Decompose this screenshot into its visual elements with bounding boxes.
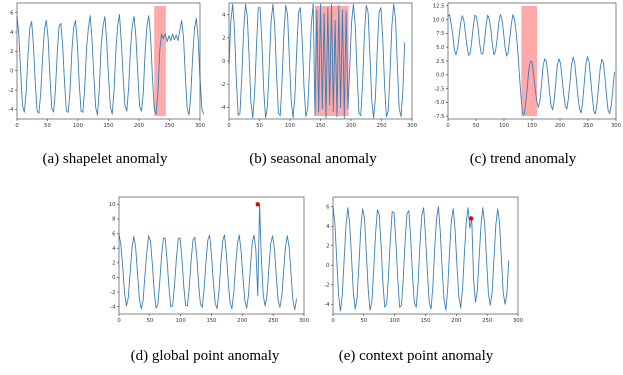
y-tick-label: 2 [112, 261, 115, 267]
x-tick-label: 300 [299, 318, 310, 324]
x-tick-label: 200 [346, 123, 357, 129]
x-tick-label: 150 [206, 318, 217, 324]
x-tick-label: 50 [44, 123, 51, 129]
y-tick-label: -2.5 [434, 86, 444, 92]
y-tick-label: 4 [222, 12, 226, 18]
caption-e: (e) context point anomaly [339, 348, 494, 364]
x-tick-label: 50 [146, 318, 153, 324]
y-tick-label: -2 [220, 82, 225, 88]
y-tick-label: -4 [110, 304, 116, 310]
y-tick-label: 0 [10, 68, 14, 74]
x-tick-label: 100 [73, 123, 84, 129]
y-tick-label: 0.0 [436, 73, 445, 79]
series-line [447, 14, 615, 116]
y-tick-label: 2.5 [436, 59, 444, 65]
y-tick-label: -4 [220, 105, 226, 111]
x-tick-label: 0 [227, 123, 231, 129]
anomaly-point [255, 202, 260, 207]
x-tick-label: 0 [15, 123, 19, 129]
y-tick-label: 8 [112, 217, 116, 223]
y-tick-label: 0 [112, 275, 116, 281]
y-tick-label: 7.5 [436, 31, 444, 37]
y-tick-label: 12.5 [433, 4, 445, 10]
y-tick-label: 4 [326, 224, 330, 230]
x-tick-label: 0 [117, 318, 121, 324]
y-tick-label: 6 [10, 10, 14, 16]
y-tick-label: 0 [222, 59, 226, 65]
panel-seasonal-anomaly: 0 50 100 150 200 250 300 -4 -2 0 2 4 [220, 2, 418, 129]
series-line [228, 3, 406, 119]
x-tick-label: 300 [407, 123, 418, 129]
x-tick-label: 0 [446, 123, 450, 129]
y-tick-label: 2 [326, 244, 329, 250]
y-tick-label: 0 [326, 263, 330, 269]
x-tick-label: 150 [103, 123, 114, 129]
caption-c: (c) trend anomaly [470, 151, 577, 167]
x-tick-label: 250 [583, 123, 594, 129]
series-line [16, 14, 205, 116]
caption-a: (a) shapelet anomaly [43, 151, 168, 167]
caption-b: (b) seasonal anomaly [249, 151, 377, 167]
x-tick-label: 100 [499, 123, 510, 129]
x-tick-label: 100 [285, 123, 296, 129]
axes-frame [16, 2, 201, 120]
y-tick-label: 6 [326, 205, 330, 211]
x-tick-label: 300 [195, 123, 206, 129]
y-tick-label: 6 [112, 231, 116, 237]
y-tick-label: -4 [8, 107, 14, 113]
y-tick-label: -2 [8, 88, 13, 94]
x-tick-label: 50 [256, 123, 263, 129]
x-tick-label: 100 [176, 318, 187, 324]
x-tick-label: 200 [555, 123, 566, 129]
anomaly-region [521, 6, 538, 116]
y-tick-label: -2 [324, 283, 329, 289]
panel-context-point-anomaly: 0 50 100 150 200 250 300 -4 -2 0 2 4 6 [324, 196, 524, 324]
x-tick-label: 300 [611, 123, 622, 129]
y-tick-label: -7.5 [434, 114, 444, 120]
x-tick-label: 150 [420, 318, 431, 324]
panel-shapelet-anomaly: 0 50 100 150 200 250 300 -4 -2 0 2 4 6 [8, 2, 206, 129]
x-tick-label: 250 [268, 318, 279, 324]
y-tick-label: -5.0 [434, 100, 445, 106]
y-tick-label: 2 [222, 36, 225, 42]
x-tick-label: 300 [513, 318, 524, 324]
axes-frame [332, 196, 519, 315]
series-line [118, 203, 298, 311]
series-line [332, 206, 510, 312]
y-tick-label: 4 [10, 30, 14, 36]
y-tick-label: -2 [110, 290, 115, 296]
x-tick-label: 200 [451, 318, 462, 324]
y-tick-label: 4 [112, 246, 116, 252]
panel-trend-anomaly: 0 50 100 150 200 250 300 -7.5 -5.0 -2.5 0.0 2.5 5.0 7… [433, 2, 622, 129]
y-tick-label: 10 [109, 202, 116, 208]
x-tick-label: 150 [527, 123, 538, 129]
anomaly-region [154, 6, 166, 116]
x-tick-label: 200 [134, 123, 145, 129]
y-tick-label: 10.0 [433, 17, 445, 23]
y-tick-label: -4 [324, 302, 330, 308]
x-tick-label: 200 [237, 318, 248, 324]
y-tick-label: 2 [10, 49, 13, 55]
x-tick-label: 100 [390, 318, 401, 324]
x-tick-label: 250 [376, 123, 387, 129]
y-tick-label: 5.0 [436, 45, 445, 51]
x-tick-label: 0 [331, 318, 335, 324]
x-tick-label: 150 [315, 123, 326, 129]
x-tick-label: 50 [360, 318, 367, 324]
panel-global-point-anomaly: 0 50 100 150 200 250 300 -4 -2 0 2 4 6 8 10 [109, 196, 310, 324]
x-tick-label: 250 [164, 123, 175, 129]
anomaly-point [468, 216, 474, 221]
x-tick-label: 250 [482, 318, 493, 324]
caption-d: (d) global point anomaly [131, 348, 280, 364]
x-tick-label: 50 [473, 123, 480, 129]
